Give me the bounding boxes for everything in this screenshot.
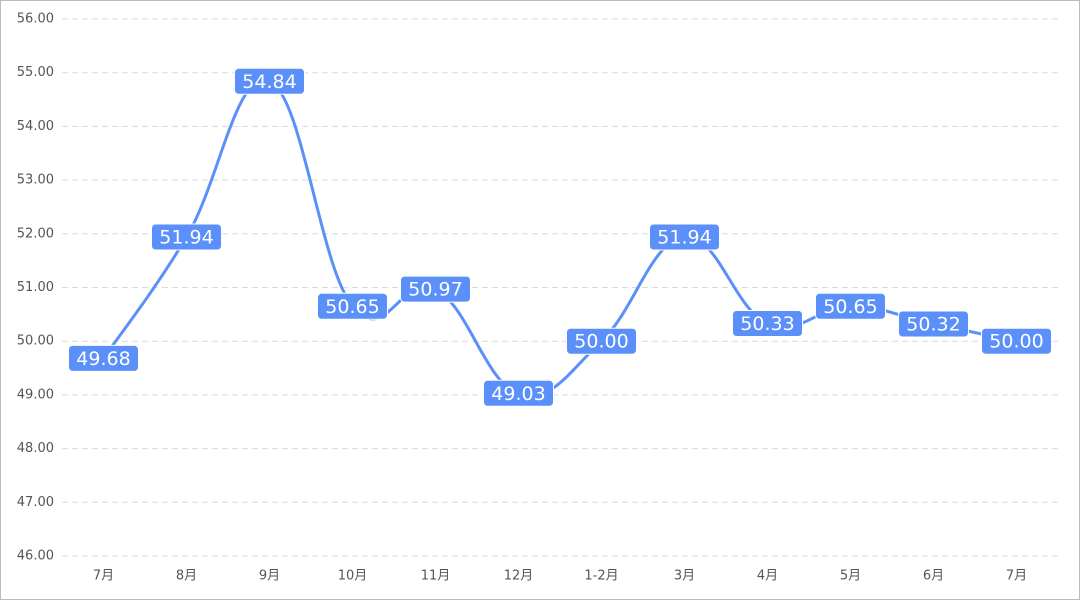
value-label: 54.84 — [234, 67, 305, 95]
value-label-box — [732, 309, 803, 337]
value-label-text: 49.03 — [491, 383, 545, 405]
value-label: 51.94 — [649, 223, 720, 251]
y-tick-label: 53.00 — [17, 173, 54, 188]
value-label: 50.65 — [815, 292, 886, 320]
x-tick-label: 8月 — [176, 569, 197, 584]
value-label-box — [317, 292, 388, 320]
value-label: 50.32 — [898, 310, 969, 338]
value-label-text: 50.00 — [989, 331, 1043, 353]
x-tick-label: 7月 — [93, 569, 114, 584]
y-tick-label: 47.00 — [17, 495, 54, 510]
x-tick-label: 3月 — [674, 569, 695, 584]
value-label-box — [649, 223, 720, 251]
value-label-box — [815, 292, 886, 320]
x-tick-label: 5月 — [840, 569, 861, 584]
x-tick-label: 11月 — [421, 569, 451, 584]
value-label: 51.94 — [151, 223, 222, 251]
y-tick-label: 51.00 — [17, 280, 54, 295]
y-tick-label: 49.00 — [17, 387, 54, 402]
x-tick-label: 12月 — [504, 569, 534, 584]
value-label-text: 51.94 — [159, 227, 213, 249]
value-label-box — [981, 327, 1052, 355]
value-label-text: 50.65 — [823, 296, 877, 318]
value-label: 49.68 — [68, 344, 139, 372]
value-label-text: 54.84 — [242, 71, 296, 93]
y-tick-label: 54.00 — [17, 119, 54, 134]
value-label-text: 51.94 — [657, 227, 711, 249]
y-tick-label: 52.00 — [17, 226, 54, 241]
value-label-text: 50.97 — [408, 279, 462, 301]
y-tick-label: 50.00 — [17, 334, 54, 349]
x-tick-label: 10月 — [338, 569, 368, 584]
x-tick-label: 9月 — [259, 569, 280, 584]
value-label-box — [400, 275, 471, 303]
value-label-box — [234, 67, 305, 95]
value-label-text: 50.33 — [740, 313, 794, 335]
value-label-text: 50.32 — [906, 314, 960, 336]
value-label-box — [483, 379, 554, 407]
value-label: 49.03 — [483, 379, 554, 407]
value-label: 50.97 — [400, 275, 471, 303]
y-tick-label: 55.00 — [17, 65, 54, 80]
value-label-box — [68, 344, 139, 372]
value-label: 50.00 — [566, 327, 637, 355]
value-label-text: 50.00 — [574, 331, 628, 353]
value-label-text: 49.68 — [76, 348, 130, 370]
value-label-text: 50.65 — [325, 296, 379, 318]
value-label-box — [898, 310, 969, 338]
y-tick-label: 48.00 — [17, 441, 54, 456]
y-tick-label: 56.00 — [17, 12, 54, 27]
x-tick-label: 1-2月 — [584, 569, 618, 584]
x-tick-label: 6月 — [923, 569, 944, 584]
x-tick-label: 7月 — [1006, 569, 1027, 584]
value-label-box — [566, 327, 637, 355]
x-tick-label: 4月 — [757, 569, 778, 584]
value-label: 50.00 — [981, 327, 1052, 355]
value-label-box — [151, 223, 222, 251]
value-label: 50.65 — [317, 292, 388, 320]
value-label: 50.33 — [732, 309, 803, 337]
y-tick-label: 46.00 — [17, 549, 54, 564]
